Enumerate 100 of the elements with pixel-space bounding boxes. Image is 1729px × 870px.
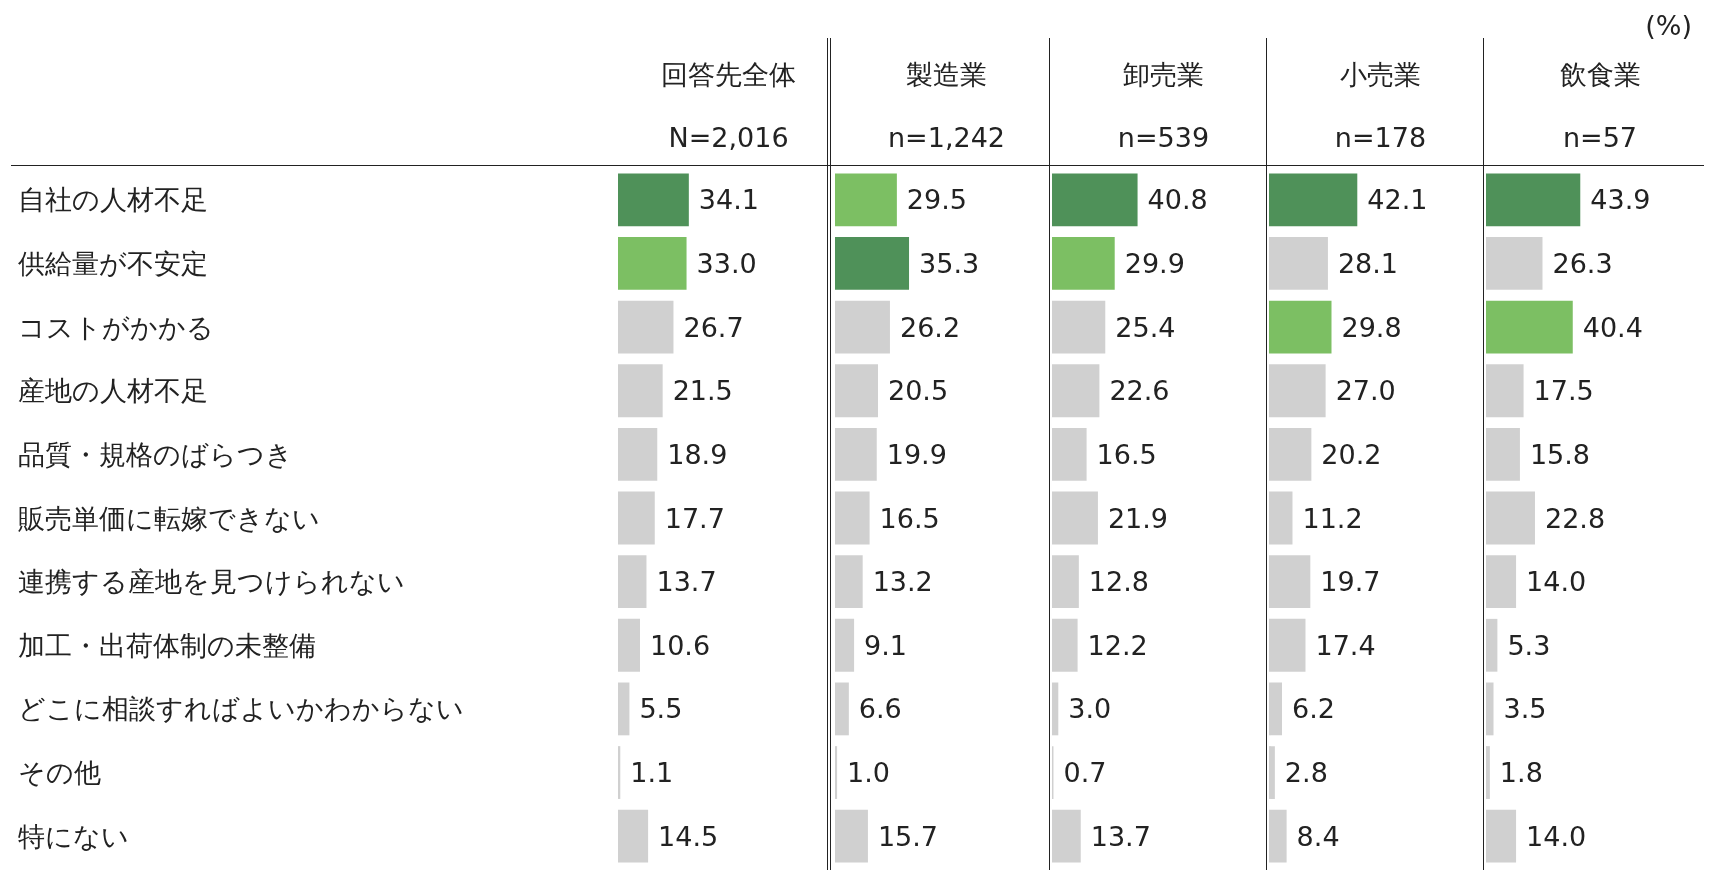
data-label: 42.1	[1367, 184, 1428, 216]
data-label: 12.8	[1088, 566, 1149, 598]
bar	[1052, 809, 1081, 863]
bar	[1486, 173, 1581, 227]
y-tick-label: 品質・規格のばらつき	[18, 438, 293, 470]
data-label: 17.4	[1315, 629, 1376, 661]
data-label: 10.6	[650, 629, 711, 661]
data-label: 29.9	[1124, 247, 1185, 279]
data-label: 15.7	[877, 820, 939, 852]
bar	[1486, 746, 1490, 799]
data-label: 26.3	[1552, 247, 1613, 279]
data-label: 1.8	[1499, 757, 1543, 789]
bar	[1269, 173, 1358, 227]
bar	[1052, 300, 1106, 354]
chart-title: 飲食業	[1559, 59, 1641, 90]
data-label: 21.5	[672, 375, 733, 407]
y-tick-label: 自社の人材不足	[18, 184, 208, 216]
data-label: 6.6	[858, 693, 902, 725]
data-label: 5.5	[639, 693, 683, 725]
bar	[1486, 682, 1494, 736]
bar	[618, 237, 687, 290]
data-label: 13.2	[872, 566, 933, 598]
data-label: 26.7	[683, 311, 744, 343]
bar	[618, 682, 630, 736]
y-tick-label: コストがかかる	[18, 311, 214, 343]
data-label: 13.7	[1090, 820, 1151, 852]
data-label: 34.1	[698, 184, 759, 216]
y-tick-label: 特にない	[18, 820, 129, 852]
bar	[1486, 364, 1524, 418]
data-label: 33.0	[696, 247, 757, 279]
data-label: 22.8	[1544, 502, 1606, 534]
data-label: 16.5	[1096, 438, 1157, 470]
bar	[1486, 555, 1517, 609]
bar	[1052, 173, 1138, 227]
y-tick-label: 販売単価に転嫁できない	[18, 502, 320, 534]
data-label: 12.2	[1087, 629, 1148, 661]
data-label: 25.4	[1115, 311, 1176, 343]
data-label: 13.7	[656, 566, 717, 598]
y-tick-label: 加工・出荷体制の未整備	[18, 629, 316, 661]
bar	[835, 491, 870, 545]
chart-subtitle: n=178	[1334, 122, 1427, 153]
data-label: 9.1	[864, 629, 908, 661]
bar	[835, 809, 868, 863]
data-label: 40.8	[1147, 184, 1208, 216]
chart-subtitle: N=2,016	[668, 122, 789, 153]
data-label: 14.0	[1526, 820, 1587, 852]
chart-subtitle: n=539	[1117, 122, 1210, 153]
bar	[835, 364, 878, 418]
data-label: 29.5	[906, 184, 967, 216]
chart-title: 製造業	[906, 59, 987, 90]
data-label: 26.2	[899, 311, 961, 343]
data-label: 27.0	[1335, 375, 1396, 407]
bar	[835, 300, 890, 354]
chart-title: 小売業	[1340, 59, 1421, 90]
bar	[1052, 427, 1087, 481]
data-label: 29.8	[1341, 311, 1402, 343]
data-label: 6.2	[1292, 693, 1335, 725]
bar	[1269, 555, 1311, 609]
bar	[1052, 364, 1100, 418]
bar	[835, 173, 897, 227]
bar	[1269, 746, 1275, 799]
chart-subtitle: n=1,242	[887, 122, 1006, 153]
y-tick-label: その他	[18, 757, 101, 789]
data-label: 15.8	[1529, 438, 1591, 470]
bar	[1486, 491, 1535, 545]
bar	[618, 618, 641, 672]
data-label: 14.5	[658, 820, 719, 852]
data-label: 11.2	[1302, 502, 1363, 534]
data-label: 22.6	[1109, 375, 1170, 407]
y-tick-label: 連携する産地を見つけられない	[18, 566, 405, 598]
bar	[618, 364, 663, 418]
bar	[835, 427, 877, 481]
bar	[1269, 300, 1332, 354]
bar	[835, 618, 855, 672]
bar	[1486, 300, 1573, 354]
data-label: 18.9	[667, 438, 728, 470]
bar	[1269, 237, 1328, 290]
bar	[1269, 427, 1312, 481]
bar	[618, 300, 674, 354]
bar	[1486, 809, 1517, 863]
bar	[1486, 618, 1498, 672]
data-label: 20.5	[887, 375, 949, 407]
data-label: 17.5	[1533, 375, 1594, 407]
bar	[835, 682, 849, 736]
bar	[1269, 491, 1293, 545]
data-label: 5.3	[1507, 629, 1551, 661]
bar	[1052, 682, 1059, 736]
y-tick-label: 産地の人材不足	[18, 375, 208, 407]
bar	[618, 491, 655, 545]
bar	[1269, 809, 1287, 863]
data-label: 2.8	[1284, 757, 1328, 789]
data-label: 3.0	[1068, 693, 1112, 725]
bar	[618, 427, 658, 481]
data-label: 14.0	[1526, 566, 1587, 598]
bar	[1052, 555, 1079, 609]
chart-title: 回答先全体	[661, 59, 796, 90]
bar	[1269, 364, 1326, 418]
bar	[1052, 618, 1078, 672]
data-label: 17.7	[664, 502, 725, 534]
bar	[1486, 237, 1543, 290]
